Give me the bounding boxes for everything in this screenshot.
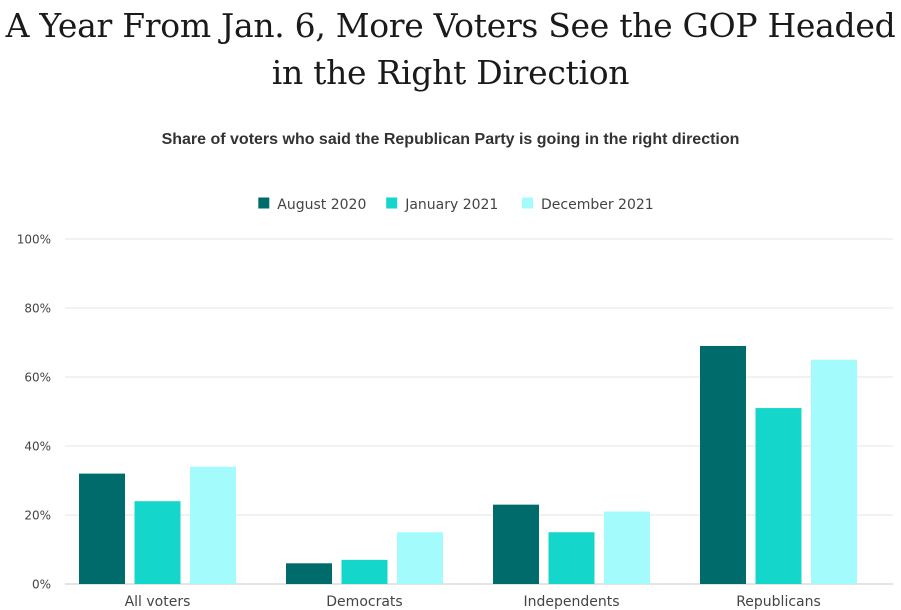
legend: August 2020 January 2021 December 2021 — [258, 197, 654, 213]
legend-swatch — [258, 197, 270, 209]
bar — [811, 359, 857, 584]
y-tick-label: 20% — [24, 509, 51, 523]
bar — [604, 511, 650, 584]
legend-swatch — [522, 197, 533, 209]
category-label: Independents — [523, 594, 619, 610]
bar — [493, 504, 539, 584]
y-tick-label: 100% — [17, 233, 51, 247]
legend-label: August 2020 — [277, 197, 366, 213]
bar — [190, 466, 236, 584]
category-label: Republicans — [736, 594, 821, 610]
legend-label: January 2021 — [404, 197, 498, 213]
y-tick-label: 40% — [24, 440, 51, 454]
y-tick-label: 60% — [24, 371, 51, 385]
category-label: All voters — [125, 594, 191, 610]
x-axis-labels: All voters Democrats Independents Republica… — [125, 594, 821, 610]
bar — [341, 559, 388, 584]
bars — [79, 345, 857, 584]
y-tick-label: 80% — [24, 302, 51, 316]
bar — [700, 345, 746, 584]
bar — [286, 563, 332, 584]
bar — [755, 408, 802, 584]
bar — [79, 473, 125, 584]
chart-subtitle: Share of voters who said the Republican … — [161, 131, 740, 148]
legend-swatch — [386, 197, 398, 209]
bar — [397, 532, 443, 584]
y-tick-label: 0% — [32, 578, 51, 592]
category-label: Democrats — [326, 594, 402, 610]
y-axis-ticks: 0% 20% 40% 60% 80% 100% — [17, 233, 51, 592]
bar — [134, 501, 181, 584]
legend-label: December 2021 — [541, 197, 654, 213]
chart-title: A Year From Jan. 6, More Voters See the … — [5, 6, 896, 92]
bar — [548, 532, 595, 584]
